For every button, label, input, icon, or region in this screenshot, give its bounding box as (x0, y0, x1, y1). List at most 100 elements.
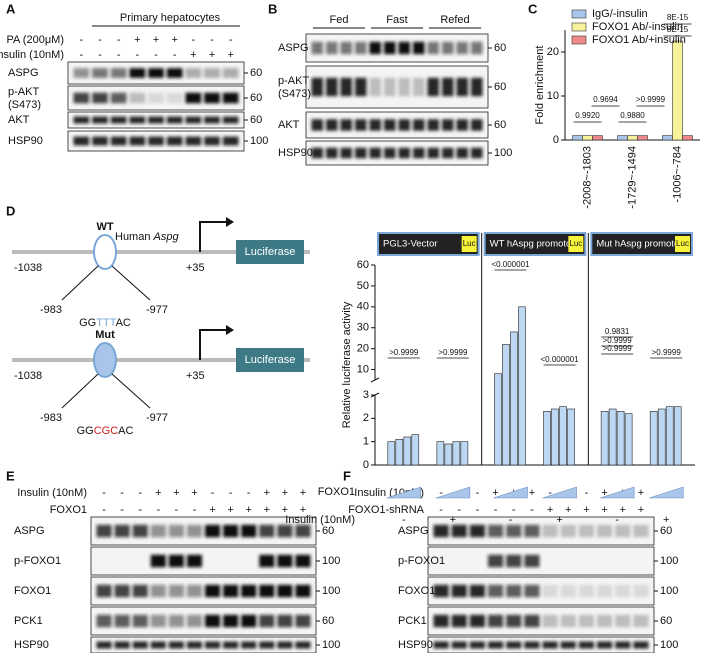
sequence-part: AC (118, 425, 133, 437)
lane-sign: - (120, 487, 124, 499)
band (150, 524, 166, 538)
group-label: Fed (330, 14, 349, 26)
band (451, 614, 467, 628)
position-label: -983 (40, 304, 62, 316)
band (469, 641, 485, 649)
band (129, 136, 146, 146)
badge (461, 236, 477, 252)
band (148, 136, 164, 146)
row-label: ASPG (278, 42, 309, 54)
mw-label: 60 (660, 615, 672, 627)
lane-sign: + (282, 504, 288, 516)
band (384, 147, 396, 159)
lane-sign: + (155, 487, 161, 499)
band (488, 641, 504, 649)
mw-label: 60 (250, 114, 262, 126)
band (597, 584, 613, 598)
band (204, 92, 220, 104)
band (110, 68, 127, 78)
construct-name: Mut (95, 329, 115, 341)
y-axis-title: Fold enrichment (534, 46, 546, 125)
bands (73, 116, 239, 124)
band (506, 641, 522, 649)
p-value: 0.9880 (620, 111, 645, 120)
bands (96, 614, 311, 628)
lane-sign: - (138, 487, 142, 499)
dose-triangle (542, 486, 577, 499)
band (506, 524, 522, 538)
lane-sign: + (583, 504, 589, 516)
band (560, 584, 576, 598)
band (597, 641, 613, 649)
bar (551, 408, 559, 466)
panel-title: WT hAspg promotor (490, 239, 575, 250)
band (471, 119, 483, 131)
dose-triangle (386, 486, 422, 499)
band (469, 614, 485, 628)
band (150, 614, 166, 628)
binding-site (93, 342, 117, 378)
group-label: + (556, 514, 562, 526)
band (186, 641, 202, 649)
bands (73, 68, 239, 78)
band (73, 92, 90, 104)
band (92, 116, 108, 124)
bar (494, 373, 502, 466)
row-label: (S473) (8, 99, 41, 111)
band (398, 119, 410, 131)
lane-sign: - (530, 504, 534, 516)
lane-sign: + (173, 487, 179, 499)
band (506, 554, 522, 568)
bar (460, 441, 469, 466)
mw-label: 100 (322, 555, 340, 567)
band (413, 77, 425, 97)
band (114, 614, 130, 628)
bar (436, 441, 445, 466)
row-label: HSP90 (398, 639, 433, 651)
band (427, 119, 439, 131)
bar (510, 331, 518, 466)
p-value: 8E-15 (667, 13, 689, 22)
lane-sign: + (282, 487, 288, 499)
group-label: + (663, 514, 669, 526)
panel-label: D (6, 203, 15, 218)
band (578, 641, 594, 649)
band (205, 524, 221, 538)
lane-sign: - (193, 504, 197, 516)
band (355, 77, 367, 97)
lane-sign: + (638, 504, 644, 516)
panel-title: PGL3-Vector (383, 239, 437, 250)
lane-sign: - (494, 504, 498, 516)
band (560, 524, 576, 538)
band (311, 41, 323, 55)
band (560, 614, 576, 628)
bar (600, 411, 609, 466)
band (205, 614, 221, 628)
band (456, 119, 468, 131)
panel-label: F (343, 468, 351, 483)
band (150, 554, 166, 568)
band (398, 147, 410, 159)
dose-triangle (600, 486, 635, 499)
band (92, 92, 108, 104)
mw-label: 60 (322, 525, 334, 537)
panel-header (590, 232, 693, 256)
mw-label: 100 (660, 639, 678, 651)
lane-sign: + (191, 487, 197, 499)
position-label: -977 (146, 412, 168, 424)
band (295, 584, 311, 598)
band (355, 119, 367, 131)
band (578, 584, 594, 598)
band (384, 41, 396, 55)
bar (582, 135, 593, 141)
band (132, 614, 148, 628)
band (506, 614, 522, 628)
band (471, 77, 483, 97)
bar (672, 40, 683, 141)
bar (657, 408, 666, 466)
gene-title: Human (115, 231, 154, 243)
band (615, 641, 631, 649)
gene-name: Aspg (153, 231, 180, 243)
lane-sign: - (98, 34, 102, 46)
band (166, 136, 183, 146)
